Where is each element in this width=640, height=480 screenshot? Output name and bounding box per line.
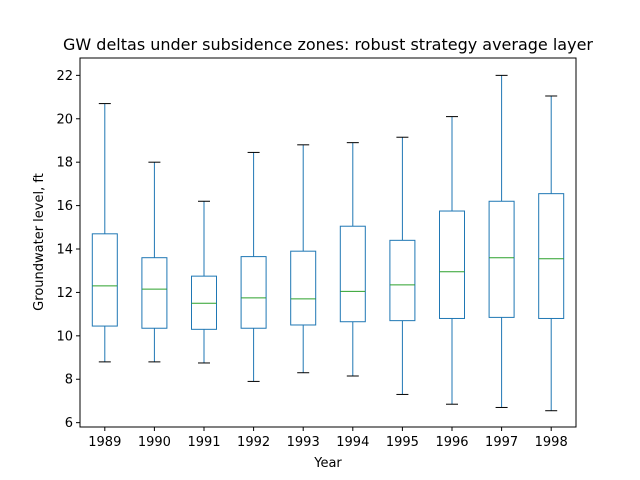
iqr-box bbox=[538, 193, 565, 319]
box-group-1992 bbox=[240, 151, 267, 382]
y-tick-label: 20 bbox=[56, 112, 73, 127]
iqr-box bbox=[488, 200, 515, 318]
box-group-1994 bbox=[339, 142, 366, 377]
box-group-1996 bbox=[439, 116, 465, 405]
chart-title: GW deltas under subsidence zones: robust… bbox=[63, 35, 593, 54]
boxes-layer bbox=[91, 74, 565, 412]
plot-frame bbox=[79, 57, 577, 428]
y-tick-label: 10 bbox=[56, 329, 73, 344]
box-group-1991 bbox=[191, 200, 217, 364]
y-tick-label: 14 bbox=[56, 243, 73, 258]
x-tick-label: 1996 bbox=[435, 435, 468, 450]
x-tick-label: 1997 bbox=[485, 435, 518, 450]
iqr-box bbox=[240, 256, 267, 329]
x-tick-label: 1989 bbox=[88, 435, 121, 450]
box-group-1995 bbox=[389, 136, 416, 395]
y-tick-label: 22 bbox=[56, 69, 73, 84]
x-tick-label: 1992 bbox=[237, 435, 270, 450]
iqr-box bbox=[290, 250, 317, 326]
x-tick-label: 1998 bbox=[535, 435, 568, 450]
x-tick-label: 1991 bbox=[187, 435, 220, 450]
box-group-1989 bbox=[91, 103, 118, 363]
y-tick-label: 8 bbox=[65, 373, 73, 388]
box-group-1998 bbox=[538, 95, 565, 412]
y-axis-ticks: 6 8 10 12 14 16 18 20 22 bbox=[56, 69, 80, 431]
iqr-box bbox=[141, 257, 168, 329]
x-tick-label: 1994 bbox=[336, 435, 369, 450]
box-group-1990 bbox=[141, 161, 168, 363]
iqr-box bbox=[389, 239, 416, 322]
box-group-1997 bbox=[488, 74, 515, 408]
x-tick-label: 1990 bbox=[138, 435, 171, 450]
x-tick-label: 1993 bbox=[287, 435, 320, 450]
x-tick-label: 1995 bbox=[386, 435, 419, 450]
y-tick-label: 18 bbox=[56, 156, 73, 171]
x-axis-label: Year bbox=[313, 456, 342, 471]
y-tick-label: 12 bbox=[56, 286, 73, 301]
iqr-box bbox=[91, 233, 118, 327]
box-group-1993 bbox=[290, 144, 317, 374]
x-axis-ticks: 1989 1990 1991 1992 1993 1994 1995 1996 1997 1998 bbox=[88, 427, 568, 450]
iqr-box bbox=[339, 225, 366, 323]
iqr-box bbox=[439, 210, 465, 319]
y-axis-label: Groundwater level, ft bbox=[32, 173, 47, 311]
y-tick-label: 16 bbox=[56, 199, 73, 214]
iqr-box bbox=[191, 275, 217, 330]
y-tick-label: 6 bbox=[65, 416, 73, 431]
